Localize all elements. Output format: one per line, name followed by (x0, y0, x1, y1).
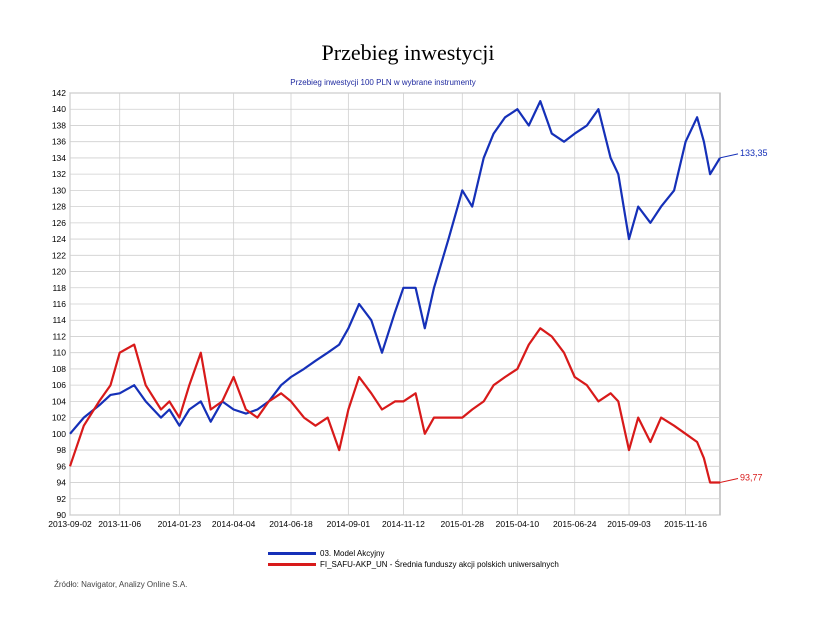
y-tick-label: 108 (52, 364, 66, 374)
y-tick-label: 116 (52, 299, 66, 309)
y-tick-label: 132 (52, 169, 66, 179)
chart-subtitle: Przebieg inwestycji 100 PLN w wybrane in… (290, 78, 476, 87)
y-tick-label: 106 (52, 380, 66, 390)
series-lines (68, 99, 721, 484)
end-label-model: 133,35 (740, 148, 768, 158)
y-tick-label: 90 (57, 510, 67, 520)
x-tick-label: 2013-09-02 (48, 519, 92, 529)
x-tick-label: 2015-04-10 (496, 519, 540, 529)
y-tick-label: 112 (52, 331, 66, 341)
legend-item-model: 03. Model Akcyjny (268, 548, 559, 559)
end-label-leader (719, 478, 739, 484)
legend-swatch-average (268, 563, 316, 566)
y-tick-label: 128 (52, 202, 66, 212)
x-tick-label: 2014-11-12 (382, 519, 425, 529)
x-tick-label: 2015-01-28 (441, 519, 485, 529)
x-tick-label: 2015-11-16 (664, 519, 707, 529)
y-tick-label: 124 (52, 234, 66, 244)
series-line-model (69, 99, 721, 435)
legend-swatch-model (268, 552, 316, 555)
y-tick-label: 138 (52, 120, 66, 130)
x-tick-label: 2015-06-24 (553, 519, 597, 529)
y-tick-label: 96 (57, 461, 67, 471)
x-tick-label: 2014-04-04 (212, 519, 256, 529)
legend-item-average: FI_SAFU-AKP_UN - Średnia funduszy akcji … (268, 559, 559, 570)
end-label-average: 93,77 (740, 473, 763, 483)
x-tick-label: 2014-01-23 (158, 519, 202, 529)
y-tick-label: 94 (57, 478, 67, 488)
chart-grid (69, 92, 721, 516)
end-label-leader (719, 153, 739, 159)
chart-title: Przebieg inwestycji (321, 40, 495, 65)
y-tick-label: 136 (52, 137, 66, 147)
x-tick-label: 2014-06-18 (269, 519, 313, 529)
y-tick-label: 142 (52, 88, 66, 98)
y-axis-ticks: 90 92 94 96 98 100 102 104 106 108 110 112 114 116 118… (52, 88, 66, 520)
y-tick-label: 114 (52, 315, 66, 325)
y-tick-label: 118 (52, 283, 66, 293)
y-tick-label: 122 (52, 250, 66, 260)
y-tick-label: 104 (52, 396, 66, 406)
y-tick-label: 92 (57, 494, 67, 504)
source-note: Źródło: Navigator, Analizy Online S.A. (54, 580, 188, 589)
x-axis-ticks: 2013-09-02 2013-11-06 2014-01-23 2014-04-04… (48, 519, 707, 529)
legend-label-average: FI_SAFU-AKP_UN - Średnia funduszy akcji … (320, 560, 559, 569)
x-tick-label: 2013-11-06 (98, 519, 141, 529)
y-tick-label: 110 (52, 348, 66, 358)
series-line-average (68, 327, 720, 484)
y-tick-label: 98 (57, 445, 67, 455)
end-labels: 133,35 93,77 (719, 148, 768, 484)
legend-label-model: 03. Model Akcyjny (320, 549, 385, 558)
y-tick-label: 120 (52, 267, 66, 277)
y-tick-label: 100 (52, 429, 66, 439)
y-tick-label: 130 (52, 185, 66, 195)
y-tick-label: 126 (52, 218, 66, 228)
y-tick-label: 102 (52, 413, 66, 423)
legend: 03. Model Akcyjny FI_SAFU-AKP_UN - Średn… (268, 548, 559, 570)
x-tick-label: 2015-09-03 (607, 519, 651, 529)
y-tick-label: 134 (52, 153, 66, 163)
y-tick-label: 140 (52, 104, 66, 114)
x-tick-label: 2014-09-01 (327, 519, 371, 529)
